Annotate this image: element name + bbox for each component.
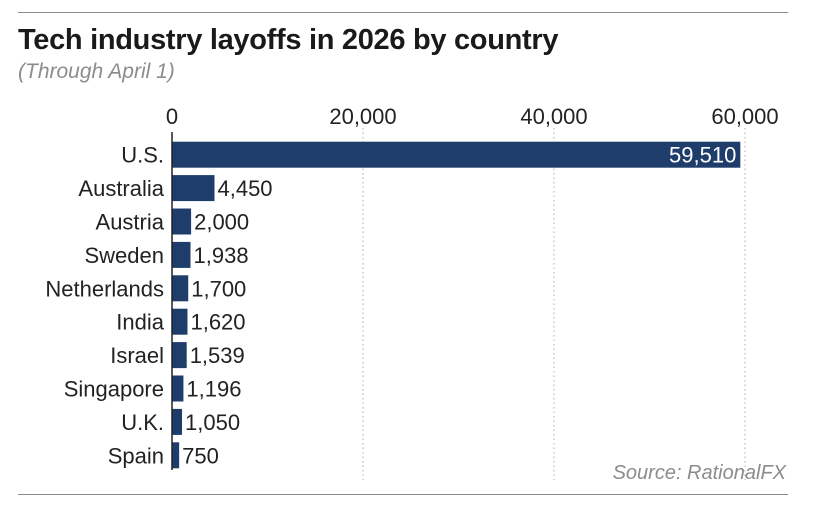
source-note: Source: RationalFX xyxy=(612,462,786,484)
category-label: Israel xyxy=(110,343,164,368)
bar xyxy=(172,275,189,302)
value-label: 750 xyxy=(182,443,219,468)
value-label: 4,450 xyxy=(217,176,272,201)
category-label: Austria xyxy=(96,210,165,235)
bars xyxy=(172,141,741,469)
category-label: Australia xyxy=(78,176,164,201)
value-label: 2,000 xyxy=(194,210,249,235)
category-label: U.S. xyxy=(121,143,164,168)
category-label: Netherlands xyxy=(45,276,164,301)
bar xyxy=(172,342,187,369)
bar xyxy=(172,175,215,202)
value-label: 1,700 xyxy=(191,276,246,301)
labels: U.S. 59,510 Australia 4,450 Austria 2,000 Swed… xyxy=(45,143,736,469)
gridlines xyxy=(362,128,746,480)
bar xyxy=(172,208,192,235)
bar xyxy=(172,442,180,469)
value-label: 1,620 xyxy=(190,310,245,335)
x-axis-ticks: 0 20,000 40,000 60,000 xyxy=(166,104,779,129)
category-label: Spain xyxy=(108,443,164,468)
category-label: India xyxy=(116,310,164,335)
chart-title: Tech industry layoffs in 2026 by country xyxy=(18,24,559,56)
value-label: 1,539 xyxy=(190,343,245,368)
category-label: Singapore xyxy=(64,377,164,402)
value-label: 1,196 xyxy=(186,377,241,402)
bar xyxy=(172,408,183,435)
bar xyxy=(172,141,741,168)
bar xyxy=(172,308,188,335)
value-label: 59,510 xyxy=(669,143,736,168)
x-tick-label: 20,000 xyxy=(329,104,396,129)
top-rule xyxy=(18,12,788,13)
value-label: 1,050 xyxy=(185,410,240,435)
x-tick-label: 0 xyxy=(166,104,178,129)
chart-subtitle: (Through April 1) xyxy=(18,60,175,83)
category-label: Sweden xyxy=(84,243,164,268)
category-label: U.K. xyxy=(121,410,164,435)
bar xyxy=(172,375,184,402)
value-label: 1,938 xyxy=(194,243,249,268)
bottom-rule xyxy=(18,494,788,495)
x-tick-label: 40,000 xyxy=(520,104,587,129)
bar xyxy=(172,241,191,268)
x-tick-label: 60,000 xyxy=(711,104,778,129)
